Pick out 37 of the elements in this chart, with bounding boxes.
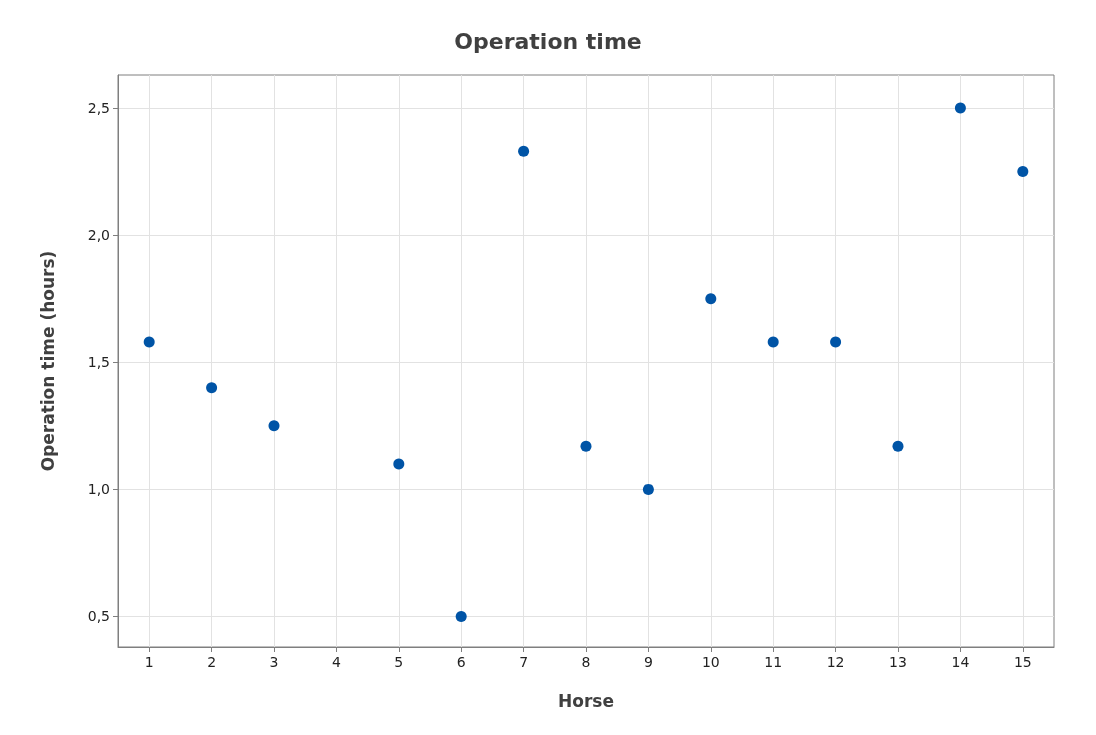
x-tick-label: 14 [951, 654, 970, 670]
x-tick-label: 13 [889, 654, 907, 670]
y-tick-label: 2,5 [87, 100, 110, 117]
x-tick-label: 8 [581, 654, 591, 670]
y-tick-label: 2,0 [87, 227, 110, 244]
x-tick-label: 2 [207, 654, 217, 670]
point [892, 440, 904, 452]
x-tick-label: 11 [764, 654, 783, 670]
x-tick-label: 5 [394, 654, 404, 670]
chart-title: Operation time [454, 28, 642, 54]
point [705, 293, 717, 305]
y-tick-label: 0,5 [87, 608, 110, 625]
point [830, 336, 842, 348]
point [1017, 166, 1029, 178]
point [954, 102, 966, 114]
point [518, 145, 530, 157]
y-tick-label: 1,5 [87, 354, 110, 371]
x-tick-label: 7 [519, 654, 529, 670]
point [580, 440, 592, 452]
x-tick-label: 4 [331, 654, 341, 670]
point [393, 458, 405, 470]
x-tick-label: 3 [269, 654, 279, 670]
point [206, 382, 218, 394]
y-tick-label: 1,0 [87, 481, 110, 498]
x-tick-label: 6 [456, 654, 466, 670]
x-tick-label: 9 [643, 654, 653, 670]
point [642, 483, 654, 495]
y-axis-title: Operation time (hours) [37, 250, 58, 472]
x-tick-label: 12 [826, 654, 845, 670]
x-axis-title: Horse [558, 690, 614, 711]
point [455, 611, 467, 622]
x-tick-label: 15 [1013, 654, 1032, 670]
point [143, 336, 155, 348]
point [767, 336, 779, 348]
point [268, 420, 280, 432]
x-tick-label: 1 [144, 654, 154, 670]
x-tick-label: 10 [701, 654, 720, 670]
